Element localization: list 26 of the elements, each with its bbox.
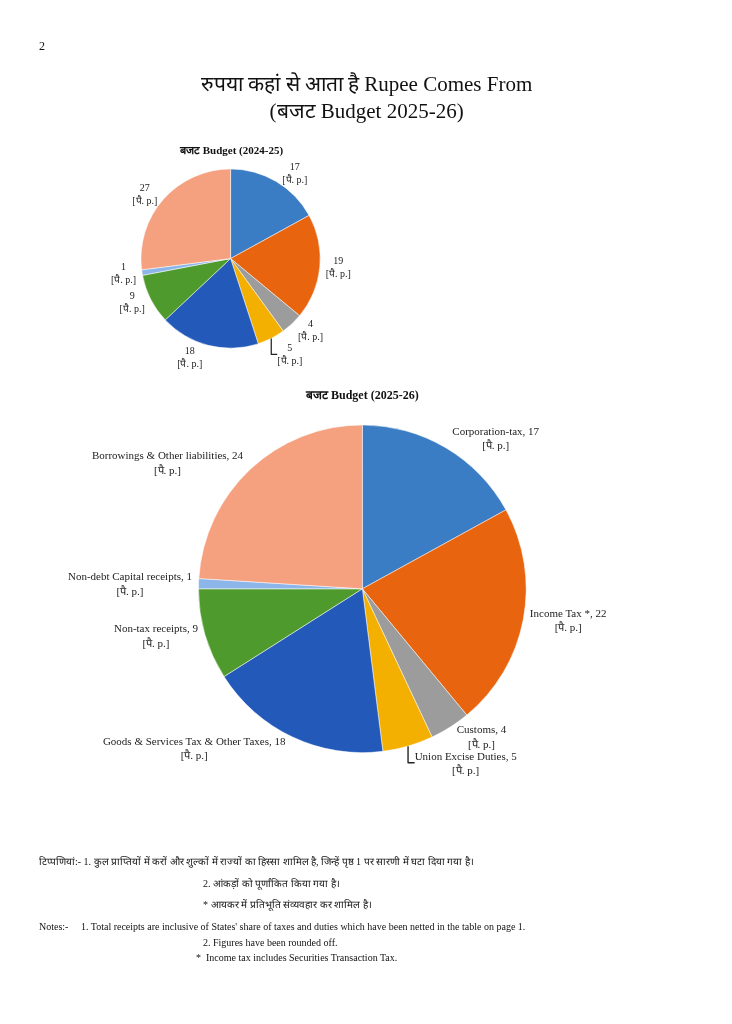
- text: * Income tax includes Securities Transaction Tax.: [196, 952, 398, 963]
- slice-label: Non-tax receipts, 9 [पै. p.]: [113, 622, 199, 649]
- data-label: 9 [पै. p.]: [119, 289, 145, 314]
- text: टिप्पणियां:- 1. कुल प्राप्तियों में करों और शुल्कों में राज्यों का हिस्सा शामिल है, जिन्हें पृष्ठ 1 पर सारणी में घटा दिया गया है।: [39, 856, 474, 868]
- text: * आयकर में प्रतिभूति संव्यवहार कर शामिल है।: [203, 899, 372, 911]
- text: 2. Figures have been rounded off.: [203, 937, 338, 948]
- chart-title: बजट Budget (2025-26): [305, 388, 419, 402]
- data-label: 17 [पै. p.]: [282, 160, 308, 185]
- slice-label: Income Tax *, 22 [पै. p.]: [529, 606, 607, 634]
- data-label: 27 [पै. p.]: [132, 182, 158, 207]
- slice-label: Union Excise Duties, 5 [पै. p.]: [414, 749, 518, 776]
- slice-label: Corporation-tax, 17 [पै. p.]: [452, 424, 540, 452]
- text: 2. आंकड़ों को पूर्णांकित किया गया है।: [203, 878, 340, 890]
- text: Notes:- 1. Total receipts are inclusive of States' share of taxes and duties which have been netted in the table on page 1.: [39, 921, 526, 932]
- slice-label: Borrowings & Other liabilities, 24 [पै. p.]: [91, 449, 244, 476]
- slice-label: Non-debt Capital receipts, 1 [पै. p.]: [67, 570, 193, 597]
- data-label: 19 [पै. p.]: [325, 255, 351, 280]
- text: 2: [39, 39, 45, 53]
- data-label: 4 [पै. p.]: [297, 318, 324, 343]
- text: रुपया कहां से आता है Rupee Comes From (बजट Budget 2025-26): [201, 72, 533, 124]
- chart-title: बजट Budget (2024-25): [179, 144, 284, 157]
- data-label: 1 [पै. p.]: [110, 260, 137, 285]
- data-label: 18 [पै. p.]: [177, 344, 203, 369]
- data-label: 5 [पै. p.]: [277, 342, 303, 367]
- slice-label: Customs, 4 [पै. p.]: [456, 723, 507, 750]
- slice-label: Goods & Services Tax & Other Taxes, 18 [पै. p.]: [102, 734, 286, 761]
